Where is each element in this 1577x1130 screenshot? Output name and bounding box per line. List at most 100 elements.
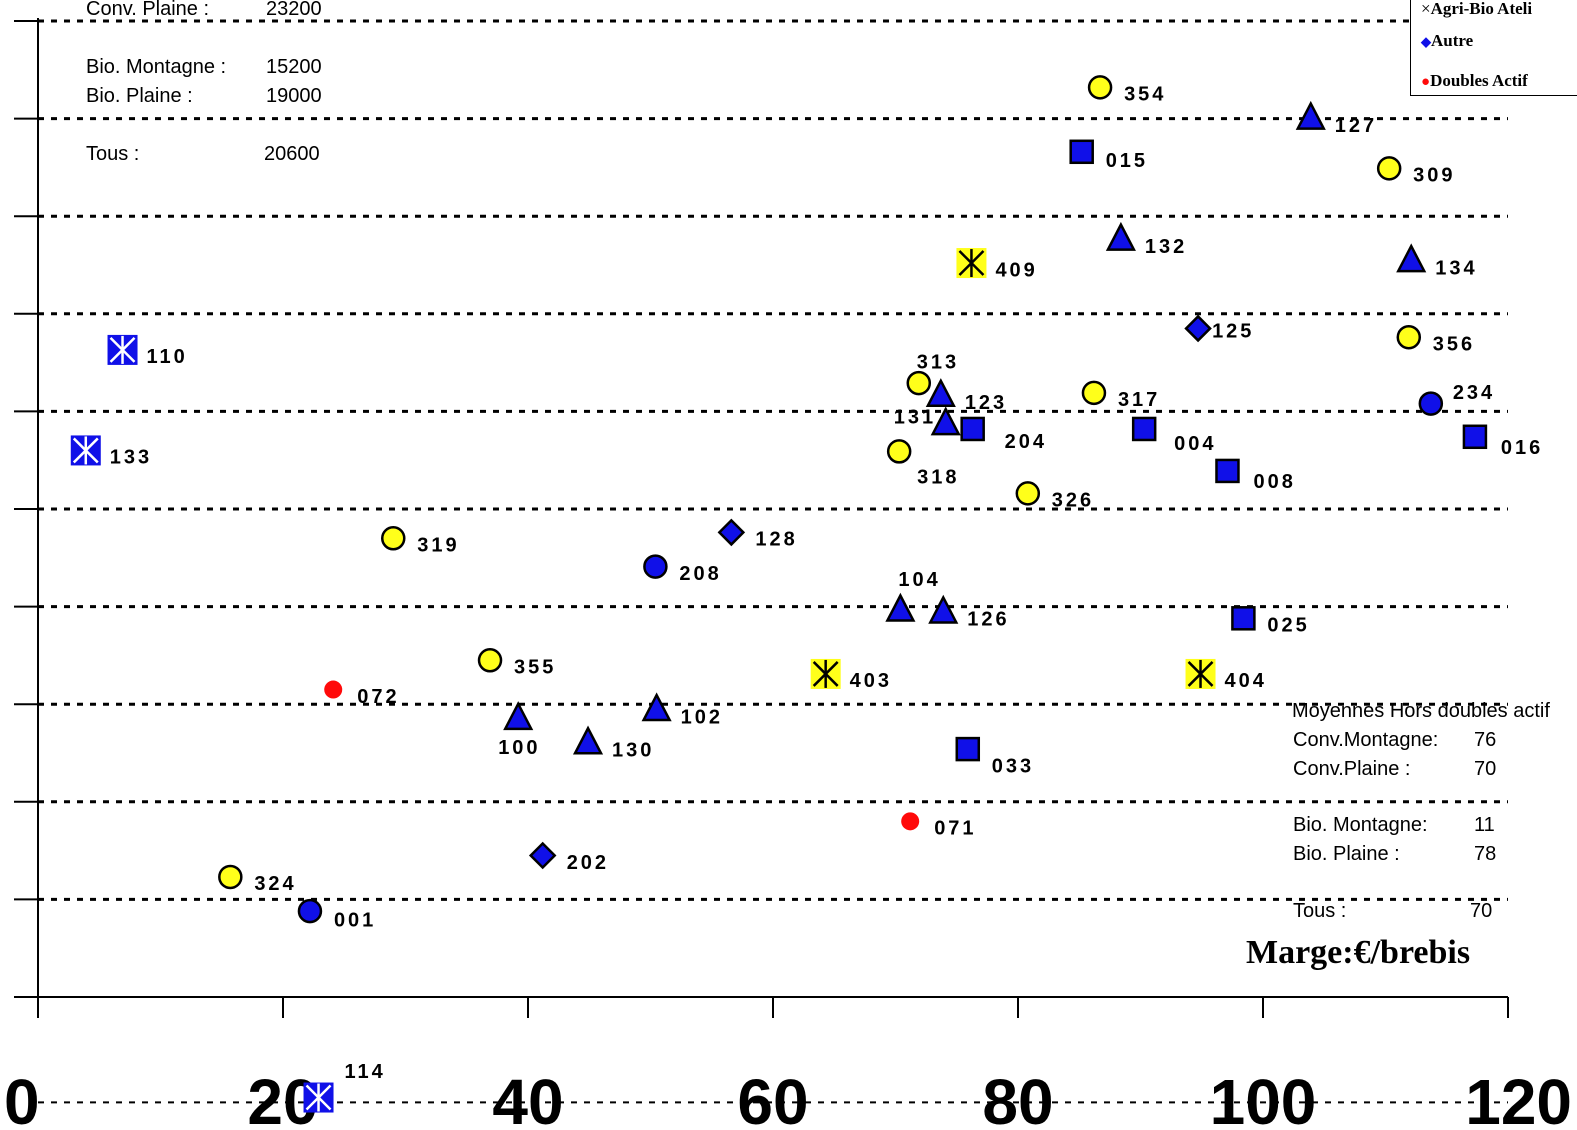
point-008: 008 [1215, 458, 1295, 493]
stat-top-label-1: Bio. Montagne : [86, 56, 227, 78]
x-tick-label: 0 [4, 1066, 40, 1130]
point-033: 033 [955, 736, 1034, 777]
point-015: 015 [1069, 139, 1145, 172]
point-label: 202 [567, 852, 609, 874]
point-016: 016 [1462, 424, 1543, 459]
point-202: 202 [528, 841, 609, 874]
point-025: 025 [1231, 606, 1309, 637]
marker-triangle [572, 725, 604, 755]
point-label: 309 [1413, 165, 1455, 187]
point-104: 104 [885, 569, 940, 622]
stat-top-label-2: Bio. Plaine : [86, 85, 193, 107]
point-100: 100 [498, 701, 538, 759]
marker-triangle [503, 701, 534, 731]
point-131: 131 [894, 406, 961, 436]
stat-bottom-heading: Moyennes Hors doubles actif [1292, 700, 1550, 722]
stat-bottom-value-3: 78 [1474, 843, 1497, 865]
x-axis-title: Marge:€/brebis [1246, 934, 1471, 971]
stat-bottom-label-3: Bio. Plaine : [1293, 843, 1400, 865]
marker-circle [643, 554, 668, 579]
legend-label: Doubles Actif [1430, 71, 1528, 90]
point-355: 355 [477, 648, 556, 679]
marker-triangle [928, 594, 959, 624]
point-128: 128 [717, 518, 797, 551]
point-label: 208 [679, 563, 721, 585]
point-label: 409 [995, 259, 1037, 281]
stat-bottom-label-2: Bio. Montagne: [1293, 814, 1428, 836]
point-001: 001 [297, 898, 376, 931]
point-label: 016 [1501, 437, 1543, 459]
point-317: 317 [1081, 380, 1157, 411]
axes: 0 20 40 60 80 100 120 [4, 18, 1572, 1130]
stat-bottom-value-0: 76 [1474, 729, 1497, 751]
marker-square [1131, 416, 1157, 442]
marker-triangle [1295, 100, 1326, 130]
stat-bottom-label-1: Conv.Plaine : [1293, 758, 1411, 780]
gridlines [38, 19, 1508, 1104]
point-label: 008 [1253, 471, 1295, 493]
point-label: 355 [514, 657, 556, 679]
point-label: 110 [147, 346, 188, 368]
point-409: 409 [956, 248, 1037, 281]
marker-dot [901, 812, 920, 831]
marker-circle [218, 864, 243, 890]
marker-triangle [930, 406, 961, 436]
stat-top-label-0: Conv. Plaine : [86, 0, 210, 20]
point-label: 104 [898, 569, 940, 591]
point-label: 324 [254, 873, 296, 895]
point-label: 004 [1174, 433, 1216, 455]
legend-label: Autre [1431, 31, 1474, 50]
point-004: 004 [1131, 416, 1216, 455]
point-label: 025 [1267, 615, 1309, 637]
point-132: 132 [1105, 221, 1184, 258]
point-label: 326 [1052, 490, 1094, 512]
point-324: 324 [218, 864, 296, 895]
stat-top-value-3: 20600 [264, 143, 320, 165]
marker-square [960, 416, 985, 442]
point-356: 356 [1396, 324, 1475, 356]
point-label: 204 [1005, 431, 1047, 453]
point-label: 356 [1433, 334, 1475, 356]
marker-circle [886, 439, 912, 464]
stat-bottom-label-4: Tous : [1293, 900, 1347, 922]
marker-triangle [641, 692, 672, 722]
marker-circle [477, 648, 503, 673]
point-label: 126 [967, 609, 1009, 631]
x-tick-label: 60 [737, 1066, 808, 1130]
marker-circle [1376, 156, 1402, 181]
point-208: 208 [643, 554, 721, 585]
point-403: 403 [810, 658, 892, 692]
point-label: 033 [992, 755, 1034, 777]
point-label: 125 [1212, 321, 1254, 343]
marker-circle [1087, 75, 1113, 100]
cross-icon: × [1421, 0, 1431, 18]
point-label: 318 [917, 467, 959, 489]
point-label: 128 [755, 529, 797, 551]
marker-square [1069, 139, 1094, 165]
point-123: 123 [925, 378, 1007, 414]
legend-item-doubles-actif: ●Doubles Actif [1421, 71, 1528, 91]
point-label: 403 [850, 670, 892, 692]
marker-circle [1081, 380, 1107, 406]
point-label: 404 [1225, 670, 1267, 692]
marker-square [1462, 424, 1488, 450]
point-404: 404 [1185, 658, 1267, 692]
marker-circle [1015, 481, 1041, 506]
point-125: 125 [1184, 314, 1254, 343]
point-label: 114 [345, 1061, 386, 1083]
point-label: 123 [965, 392, 1007, 414]
diamond-icon: ◆ [1421, 34, 1431, 49]
marker-circle [906, 370, 932, 396]
data-points: 354 127 015 309 409 132 134 110 125 356 313 123 317 2… [70, 75, 1543, 1113]
stat-bottom-label-0: Conv.Montagne: [1293, 729, 1439, 751]
marker-diamond [528, 841, 557, 870]
point-label: 001 [334, 909, 376, 931]
point-label: 130 [612, 740, 654, 762]
stat-bottom-value-2: 11 [1474, 814, 1495, 836]
point-label: 354 [1124, 84, 1166, 106]
point-label: 133 [110, 447, 152, 469]
point-072: 072 [324, 680, 397, 708]
stat-bottom-value-4: 70 [1470, 900, 1493, 922]
point-071: 071 [901, 812, 974, 840]
